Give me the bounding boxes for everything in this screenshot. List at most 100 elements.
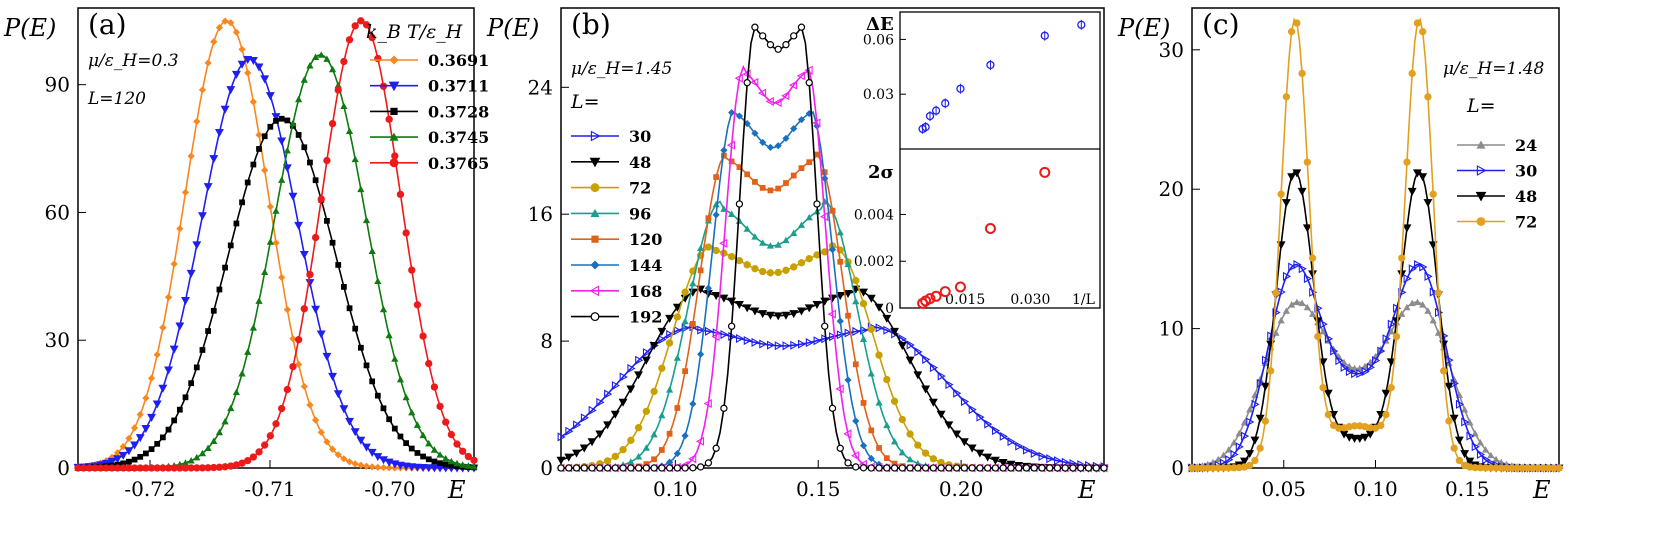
- data-point: [595, 430, 605, 439]
- y-tick-label: 30: [45, 328, 70, 352]
- data-point: [860, 325, 869, 335]
- data-point: [1282, 271, 1292, 281]
- data-point: [154, 440, 161, 447]
- data-point: [391, 355, 399, 362]
- data-point: [222, 264, 228, 271]
- data-point: [1377, 421, 1385, 430]
- legend-label: 24: [1515, 136, 1537, 155]
- data-point: [642, 348, 652, 358]
- legend-title: L=: [570, 91, 600, 113]
- data-point: [341, 284, 347, 290]
- data-point: [1293, 19, 1301, 27]
- data-point: [402, 393, 410, 401]
- data-point: [169, 345, 179, 354]
- data-point: [1246, 417, 1255, 427]
- data-point: [379, 456, 388, 465]
- data-point: [244, 456, 252, 465]
- data-point: [442, 454, 450, 462]
- data-point: [782, 266, 790, 274]
- data-point: [335, 262, 342, 268]
- data-point: [425, 456, 432, 463]
- data-point: [126, 458, 132, 465]
- data-point: [999, 464, 1007, 472]
- data-point: [412, 463, 422, 472]
- data-point: [385, 464, 393, 472]
- data-point: [221, 17, 229, 25]
- data-point: [1461, 405, 1469, 413]
- data-point: [1303, 158, 1312, 166]
- data-point: [137, 453, 144, 460]
- data-point: [362, 462, 371, 470]
- data-point: [1449, 414, 1459, 423]
- legend-entry: 30: [571, 127, 651, 146]
- data-point: [773, 312, 783, 321]
- data-point: [203, 183, 213, 192]
- data-point: [589, 285, 600, 297]
- data-point: [759, 239, 767, 246]
- data-point: [968, 405, 977, 415]
- data-point: [226, 86, 236, 95]
- data-point: [797, 116, 806, 124]
- data-point: [751, 23, 759, 31]
- data-point: [604, 389, 613, 399]
- data-point: [704, 284, 712, 292]
- data-point: [244, 179, 251, 186]
- data-point: [323, 55, 331, 62]
- data-point: [299, 250, 309, 259]
- y-tick-label: 30: [1159, 38, 1184, 62]
- data-point: [712, 200, 720, 208]
- data-point: [216, 286, 223, 293]
- data-point: [821, 174, 829, 183]
- data-point: [603, 457, 612, 465]
- data-point: [340, 455, 348, 463]
- data-point: [1460, 450, 1470, 459]
- data-point: [221, 417, 229, 425]
- data-point: [844, 260, 852, 268]
- data-point: [362, 21, 371, 29]
- data-point: [397, 433, 404, 440]
- data-point: [334, 451, 342, 459]
- data-point: [782, 134, 790, 143]
- data-point: [277, 404, 286, 413]
- data-point: [249, 98, 257, 106]
- data-point: [1288, 262, 1297, 272]
- data-point: [883, 325, 892, 335]
- data-point: [704, 459, 713, 467]
- data-point: [898, 415, 906, 424]
- data-point: [906, 464, 914, 472]
- data-point: [726, 140, 736, 150]
- data-point: [735, 200, 744, 208]
- data-point: [142, 394, 150, 402]
- data-point: [1303, 303, 1311, 311]
- data-point: [249, 453, 258, 461]
- data-point: [828, 246, 837, 254]
- data-point: [389, 55, 399, 65]
- data-point: [357, 461, 365, 469]
- data-point: [265, 92, 275, 101]
- data-point: [782, 236, 790, 244]
- inset-y-tick-label: 0.002: [854, 254, 894, 270]
- data-point: [391, 152, 399, 160]
- data-point: [1272, 289, 1280, 297]
- data-point: [306, 270, 314, 279]
- inset-sigma-point: [930, 290, 942, 302]
- data-point: [844, 459, 852, 467]
- data-point: [363, 362, 370, 369]
- data-point: [1492, 455, 1500, 463]
- data-point: [1287, 28, 1296, 36]
- data-point: [1429, 287, 1438, 297]
- data-point: [210, 307, 217, 314]
- data-point: [1309, 287, 1318, 297]
- series-line: [560, 326, 1105, 468]
- data-point: [783, 180, 789, 186]
- data-point: [767, 187, 774, 194]
- series-30: [1188, 260, 1564, 473]
- data-point: [999, 431, 1008, 441]
- data-point: [1277, 316, 1285, 324]
- data-point: [346, 305, 353, 312]
- inset: ΔE 2σ 1/L 0.03 0.06 0 0.002 0.004 0.015 0.030: [854, 11, 1101, 317]
- data-point: [945, 380, 954, 390]
- data-point: [237, 60, 247, 69]
- legend-label: 48: [629, 153, 651, 172]
- y-tick-label: 8: [540, 329, 553, 353]
